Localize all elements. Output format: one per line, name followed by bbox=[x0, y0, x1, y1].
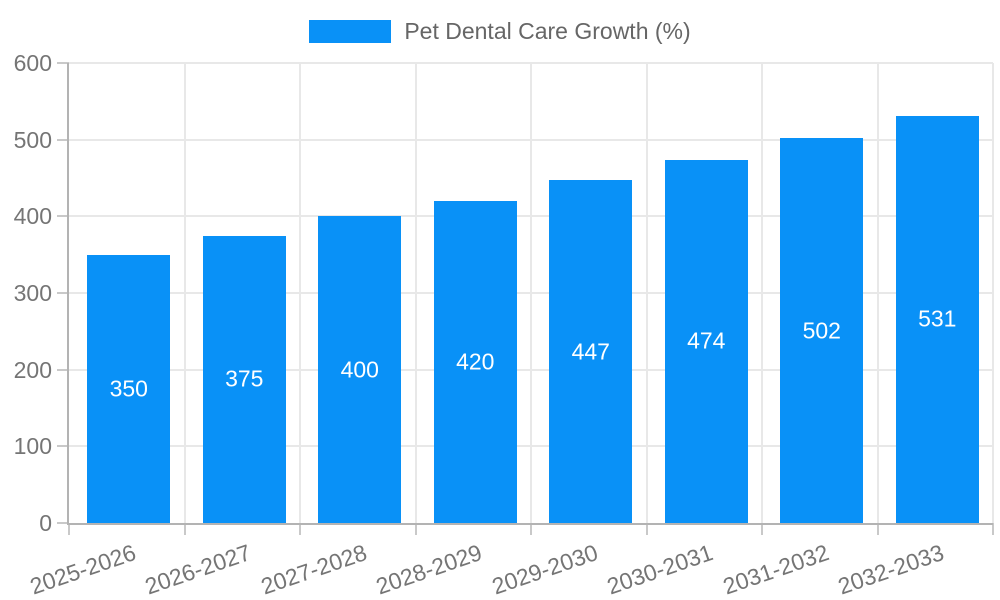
x-axis-tick-label: 2028-2029 bbox=[372, 539, 486, 600]
bar-value-label: 447 bbox=[571, 338, 610, 365]
bar-value-label: 474 bbox=[687, 327, 726, 354]
y-axis-tick-label: 300 bbox=[13, 280, 52, 306]
y-axis-tick bbox=[57, 292, 69, 294]
x-axis-tick bbox=[992, 523, 994, 535]
y-axis-line bbox=[67, 63, 69, 525]
bar-value-label: 350 bbox=[109, 375, 148, 402]
x-gridline bbox=[530, 63, 532, 523]
x-axis-tick bbox=[645, 523, 648, 535]
x-axis-tick bbox=[530, 523, 532, 535]
bar-value-label: 420 bbox=[456, 348, 495, 375]
y-axis-tick bbox=[57, 445, 69, 448]
bar: 474 bbox=[664, 159, 748, 523]
x-axis-tick-label: 2025-2026 bbox=[26, 539, 139, 600]
x-axis-tick-label: 2032-2033 bbox=[834, 539, 948, 600]
x-axis-tick-label: 2027-2028 bbox=[257, 539, 370, 600]
x-gridline bbox=[414, 63, 417, 523]
y-axis-tick-label: 100 bbox=[13, 433, 52, 460]
bar: 350 bbox=[87, 254, 171, 523]
y-axis-tick-label: 0 bbox=[39, 510, 52, 536]
y-axis-tick bbox=[57, 138, 69, 141]
bar: 375 bbox=[202, 235, 286, 523]
x-axis-tick bbox=[876, 523, 879, 535]
y-axis-tick-label: 500 bbox=[13, 126, 52, 153]
chart-legend[interactable]: Pet Dental Care Growth (%) bbox=[0, 18, 1000, 45]
x-axis-tick bbox=[414, 523, 417, 535]
bar: 400 bbox=[318, 216, 402, 523]
x-gridline bbox=[645, 63, 648, 523]
y-axis-tick-label: 600 bbox=[13, 50, 52, 76]
x-axis-tick bbox=[68, 523, 70, 535]
y-axis-tick bbox=[57, 62, 69, 64]
legend-label: Pet Dental Care Growth (%) bbox=[404, 18, 691, 44]
legend-swatch bbox=[309, 20, 392, 43]
y-axis-tick-label: 200 bbox=[13, 356, 52, 383]
x-gridline bbox=[183, 63, 186, 523]
x-axis-tick bbox=[183, 523, 186, 535]
y-axis-tick-label: 400 bbox=[13, 203, 52, 230]
y-axis-tick bbox=[57, 368, 69, 371]
bar-value-label: 400 bbox=[340, 356, 379, 383]
x-axis-line bbox=[67, 523, 993, 525]
bar: 531 bbox=[895, 115, 979, 523]
bar-value-label: 502 bbox=[802, 317, 841, 344]
bar-value-label: 531 bbox=[918, 305, 957, 332]
y-axis-tick bbox=[57, 215, 69, 218]
bar: 447 bbox=[549, 180, 633, 523]
bar-value-label: 375 bbox=[225, 365, 264, 392]
x-gridline bbox=[299, 63, 301, 523]
x-axis-tick-label: 2026-2027 bbox=[141, 539, 255, 600]
x-axis-tick-label: 2031-2032 bbox=[719, 539, 832, 600]
x-gridline bbox=[761, 63, 763, 523]
x-axis-tick-label: 2029-2030 bbox=[488, 539, 601, 600]
x-axis-tick bbox=[761, 523, 763, 535]
x-axis-tick-label: 2030-2031 bbox=[603, 539, 717, 600]
x-gridline bbox=[992, 63, 994, 523]
y-axis-tick bbox=[57, 522, 69, 524]
bar: 502 bbox=[780, 138, 864, 523]
bar: 420 bbox=[433, 201, 517, 523]
x-gridline bbox=[876, 63, 879, 523]
x-axis-tick bbox=[299, 523, 301, 535]
